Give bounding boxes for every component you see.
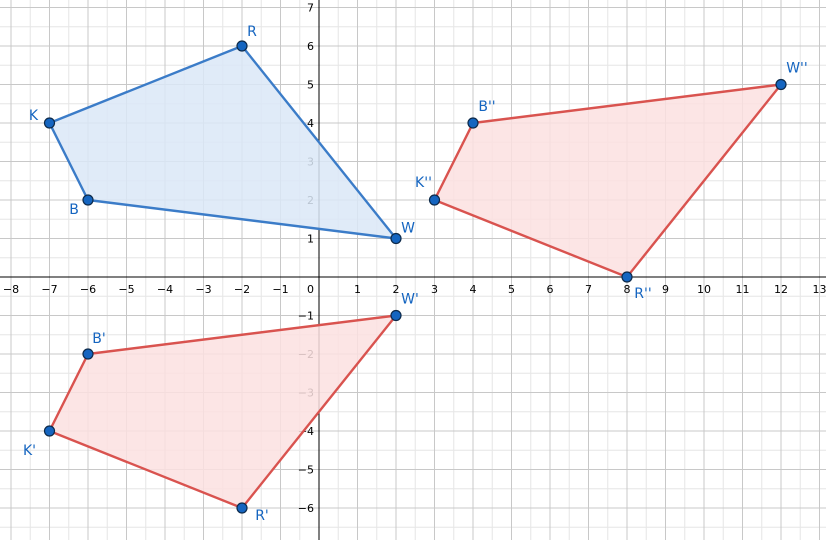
polygons bbox=[48, 44, 783, 510]
vertex-label-w: W bbox=[401, 221, 415, 237]
y-tick-label: −1 bbox=[298, 310, 314, 323]
vertex-label-w-prime: W' bbox=[401, 292, 419, 308]
x-tick-label: 5 bbox=[508, 283, 515, 296]
x-tick-label: 4 bbox=[470, 283, 477, 296]
x-tick-label: 13 bbox=[813, 283, 826, 296]
vertex-points bbox=[43, 40, 787, 514]
vertex-point-r-prime bbox=[236, 502, 248, 514]
x-tick-label: −6 bbox=[80, 283, 96, 296]
vertex-label-k: K bbox=[29, 108, 39, 124]
vertex-point-b bbox=[82, 194, 94, 206]
vertex-point-k-prime bbox=[43, 425, 56, 437]
x-tick-label: 10 bbox=[697, 283, 711, 296]
vertex-point-b-prime bbox=[82, 348, 94, 360]
x-tick-label: −8 bbox=[3, 283, 19, 296]
origin-label: 0 bbox=[307, 283, 314, 296]
vertex-point-r-prime-prime bbox=[621, 271, 633, 283]
vertex-label-r: R bbox=[247, 24, 257, 40]
x-tick-label: −5 bbox=[118, 283, 134, 296]
vertex-label-k-prime: K' bbox=[23, 443, 36, 459]
vertex-label-w-prime-prime: W'' bbox=[786, 61, 808, 77]
y-tick-label: 1 bbox=[307, 233, 314, 246]
x-tick-label: −2 bbox=[234, 283, 250, 296]
vertex-point-k-prime-prime bbox=[428, 194, 441, 206]
y-tick-label: 6 bbox=[307, 40, 314, 53]
vertex-label-b-prime-prime: B'' bbox=[478, 99, 495, 115]
x-tick-label: 11 bbox=[736, 283, 750, 296]
vertex-point-k bbox=[43, 117, 56, 129]
x-tick-label: 2 bbox=[393, 283, 400, 296]
vertex-point-w-prime-prime bbox=[775, 78, 787, 91]
vertex-label-b: B bbox=[69, 202, 79, 218]
x-tick-label: 9 bbox=[662, 283, 669, 296]
vertex-label-k-prime-prime: K'' bbox=[415, 175, 432, 191]
y-tick-label: 7 bbox=[307, 2, 314, 15]
x-tick-label: 6 bbox=[547, 283, 554, 296]
x-tick-label: 1 bbox=[354, 283, 361, 296]
vertex-label-r-prime: R' bbox=[255, 508, 269, 524]
x-tick-label: −3 bbox=[195, 283, 211, 296]
vertex-point-w-prime bbox=[390, 309, 402, 322]
x-tick-label: 7 bbox=[585, 283, 592, 296]
y-tick-label: 5 bbox=[307, 79, 314, 92]
x-tick-label: −1 bbox=[272, 283, 288, 296]
y-tick-label: −6 bbox=[298, 502, 314, 515]
vertex-point-r bbox=[236, 40, 248, 52]
x-tick-label: 12 bbox=[774, 283, 788, 296]
vertex-point-b-prime-prime bbox=[467, 117, 479, 129]
vertex-labels: K R W B K' B' W' R' K'' B'' W'' R'' bbox=[23, 24, 808, 524]
vertex-point-w bbox=[390, 232, 402, 245]
y-tick-label: −5 bbox=[298, 464, 314, 477]
x-tick-label: −4 bbox=[157, 283, 173, 296]
y-tick-label: 4 bbox=[307, 117, 314, 130]
x-tick-label: 8 bbox=[624, 283, 631, 296]
vertex-label-b-prime: B' bbox=[92, 331, 105, 347]
vertex-label-r-prime-prime: R'' bbox=[634, 286, 651, 302]
x-tick-label: 3 bbox=[431, 283, 438, 296]
x-tick-label: −7 bbox=[41, 283, 57, 296]
